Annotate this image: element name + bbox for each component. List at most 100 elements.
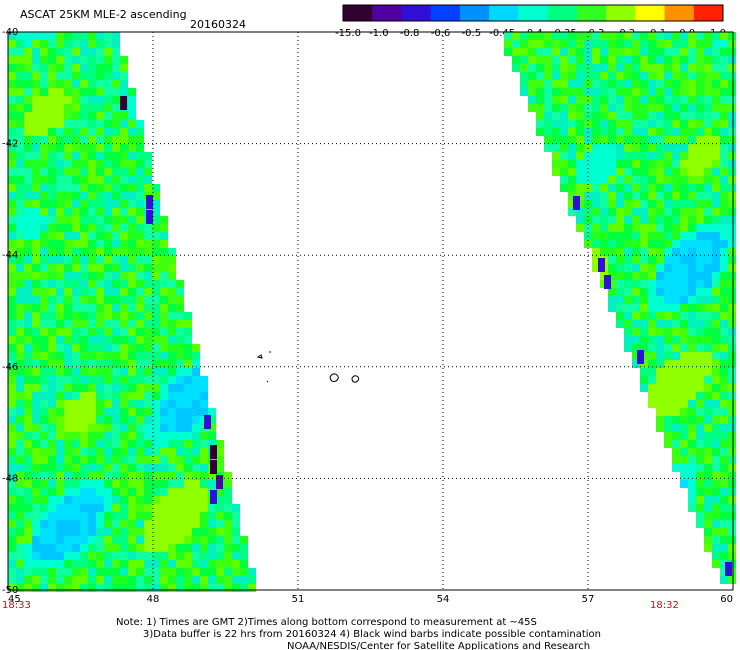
wind-cell	[136, 472, 144, 480]
wind-cell	[624, 192, 632, 200]
wind-cell	[88, 40, 96, 48]
wind-cell	[80, 504, 88, 512]
wind-cell	[48, 392, 56, 400]
wind-cell	[624, 48, 632, 56]
wind-cell	[712, 240, 720, 248]
wind-cell	[88, 200, 96, 208]
wind-cell	[560, 32, 568, 40]
wind-cell	[232, 568, 240, 576]
wind-cell	[160, 480, 168, 488]
wind-cell	[680, 264, 688, 272]
wind-cell	[16, 168, 24, 176]
wind-cell	[680, 56, 688, 64]
wind-cell	[16, 544, 24, 552]
wind-cell	[720, 480, 728, 488]
wind-cell	[16, 160, 24, 168]
wind-cell	[624, 256, 632, 264]
wind-cell	[64, 136, 72, 144]
wind-cell	[104, 248, 112, 256]
wind-cell	[184, 344, 192, 352]
wind-cell	[720, 456, 728, 464]
wind-cell	[56, 320, 64, 328]
wind-cell	[80, 120, 88, 128]
wind-cell	[720, 312, 728, 320]
wind-cell	[24, 560, 32, 568]
wind-cell	[40, 48, 48, 56]
wind-cell	[104, 48, 112, 56]
time-left: 18:33	[2, 600, 31, 611]
wind-cell	[192, 456, 200, 464]
wind-cell	[624, 96, 632, 104]
wind-cell	[8, 168, 16, 176]
wind-cell	[664, 352, 672, 360]
wind-cell	[136, 568, 144, 576]
colorbar-tick-label: -0.8	[400, 28, 420, 39]
wind-cell	[672, 72, 680, 80]
wind-cell	[72, 272, 80, 280]
wind-cell	[696, 128, 704, 136]
wind-cell	[160, 432, 168, 440]
wind-cell	[64, 568, 72, 576]
wind-cell	[152, 312, 160, 320]
wind-cell	[40, 208, 48, 216]
wind-cell	[696, 448, 704, 456]
wind-cell	[672, 32, 680, 40]
wind-cell	[192, 400, 200, 408]
wind-cell	[64, 144, 72, 152]
wind-cell	[144, 224, 152, 232]
wind-cell	[168, 376, 176, 384]
wind-cell	[144, 288, 152, 296]
wind-cell	[32, 440, 40, 448]
wind-cell	[720, 144, 728, 152]
wind-cell	[144, 160, 152, 168]
wind-cell	[144, 448, 152, 456]
longitude-label: 45	[8, 594, 21, 605]
wind-cell	[720, 304, 728, 312]
wind-cell	[200, 560, 208, 568]
wind-cell	[80, 104, 88, 112]
wind-cell	[64, 400, 72, 408]
wind-cell	[112, 336, 120, 344]
wind-cell	[32, 328, 40, 336]
wind-cell	[640, 328, 648, 336]
wind-cell	[24, 136, 32, 144]
wind-cell	[712, 376, 720, 384]
wind-cell	[656, 128, 664, 136]
wind-cell	[160, 256, 168, 264]
wind-cell	[24, 216, 32, 224]
wind-cell	[210, 460, 217, 474]
wind-cell	[680, 400, 688, 408]
wind-cell	[136, 296, 144, 304]
wind-cell	[72, 144, 80, 152]
wind-cell	[640, 264, 648, 272]
wind-cell	[656, 104, 664, 112]
wind-cell	[624, 128, 632, 136]
wind-cell	[160, 416, 168, 424]
wind-cell	[616, 296, 624, 304]
wind-cell	[576, 224, 584, 232]
wind-cell	[696, 88, 704, 96]
wind-cell	[72, 104, 80, 112]
wind-cell	[536, 64, 544, 72]
wind-cell	[112, 472, 120, 480]
wind-cell	[96, 560, 104, 568]
wind-cell	[128, 576, 136, 584]
wind-cell	[56, 96, 64, 104]
wind-cell	[40, 304, 48, 312]
wind-cell	[120, 584, 128, 592]
wind-cell	[696, 264, 704, 272]
wind-cell	[664, 88, 672, 96]
wind-cell	[720, 576, 728, 584]
wind-cell	[80, 440, 88, 448]
wind-cell	[680, 160, 688, 168]
wind-cell	[40, 240, 48, 248]
wind-cell	[192, 528, 200, 536]
wind-cell	[624, 248, 632, 256]
wind-cell	[32, 216, 40, 224]
wind-cell	[160, 528, 168, 536]
wind-cell	[40, 128, 48, 136]
wind-cell	[704, 48, 712, 56]
wind-cell	[704, 392, 712, 400]
wind-cell	[728, 176, 736, 184]
wind-cell	[640, 312, 648, 320]
